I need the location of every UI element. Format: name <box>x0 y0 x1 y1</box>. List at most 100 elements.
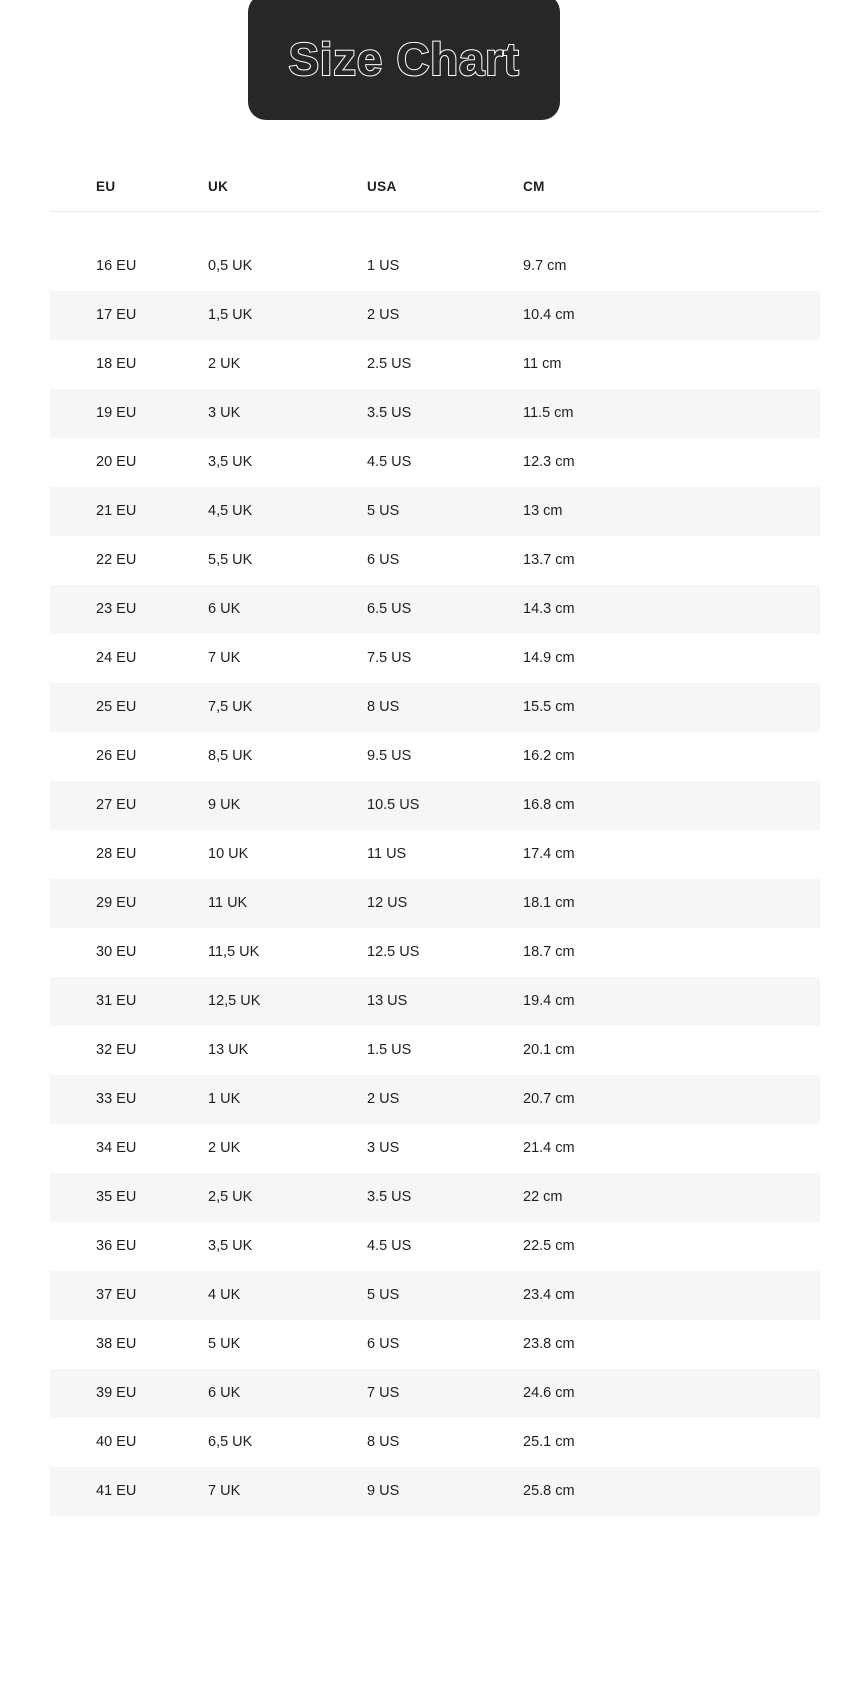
cell-usa: 1 US <box>367 258 400 275</box>
cell-eu: 36 EU <box>96 1238 137 1255</box>
cell-cm: 20.7 cm <box>523 1091 575 1108</box>
column-header-uk: UK <box>208 178 229 194</box>
cell-uk: 0,5 UK <box>208 258 253 275</box>
cell-eu: 19 EU <box>96 405 137 422</box>
table-row: 27 EU 9 UK 10.5 US 16.8 cm <box>50 781 820 830</box>
cell-usa: 8 US <box>367 699 400 716</box>
cell-cm: 9.7 cm <box>523 258 567 275</box>
table-row: 33 EU 1 UK 2 US 20.7 cm <box>50 1075 820 1124</box>
cell-usa: 6.5 US <box>367 601 412 618</box>
cell-eu: 28 EU <box>96 846 137 863</box>
cell-cm: 22 cm <box>523 1189 563 1206</box>
cell-cm: 10.4 cm <box>523 307 575 324</box>
table-row: 16 EU 0,5 UK 1 US 9.7 cm <box>50 242 820 291</box>
cell-uk: 6,5 UK <box>208 1434 253 1451</box>
cell-usa: 11 US <box>367 846 407 863</box>
cell-usa: 6 US <box>367 1336 400 1353</box>
cell-uk: 6 UK <box>208 1385 241 1402</box>
column-header-cm: CM <box>523 178 545 194</box>
cell-uk: 2 UK <box>208 1140 241 1157</box>
cell-cm: 22.5 cm <box>523 1238 575 1255</box>
cell-cm: 11.5 cm <box>523 405 574 422</box>
cell-uk: 13 UK <box>208 1042 249 1059</box>
cell-usa: 2 US <box>367 307 400 324</box>
table-row: 24 EU 7 UK 7.5 US 14.9 cm <box>50 634 820 683</box>
cell-eu: 21 EU <box>96 503 137 520</box>
cell-eu: 40 EU <box>96 1434 137 1451</box>
cell-uk: 2 UK <box>208 356 241 373</box>
cell-uk: 1 UK <box>208 1091 241 1108</box>
cell-usa: 2 US <box>367 1091 400 1108</box>
cell-uk: 5 UK <box>208 1336 241 1353</box>
cell-cm: 16.8 cm <box>523 797 575 814</box>
cell-usa: 3.5 US <box>367 1189 412 1206</box>
table-row: 40 EU 6,5 UK 8 US 25.1 cm <box>50 1418 820 1467</box>
cell-eu: 38 EU <box>96 1336 137 1353</box>
cell-uk: 11,5 UK <box>208 944 260 961</box>
cell-eu: 27 EU <box>96 797 137 814</box>
cell-usa: 13 US <box>367 993 408 1010</box>
table-row: 23 EU 6 UK 6.5 US 14.3 cm <box>50 585 820 634</box>
table-row: 26 EU 8,5 UK 9.5 US 16.2 cm <box>50 732 820 781</box>
cell-cm: 14.3 cm <box>523 601 575 618</box>
cell-eu: 34 EU <box>96 1140 137 1157</box>
cell-eu: 30 EU <box>96 944 137 961</box>
cell-uk: 11 UK <box>208 895 248 912</box>
cell-usa: 7 US <box>367 1385 400 1402</box>
title-banner-box: Size Chart <box>248 0 560 120</box>
cell-uk: 4 UK <box>208 1287 241 1304</box>
table-row: 39 EU 6 UK 7 US 24.6 cm <box>50 1369 820 1418</box>
cell-usa: 9 US <box>367 1483 400 1500</box>
cell-uk: 7 UK <box>208 1483 241 1500</box>
cell-cm: 20.1 cm <box>523 1042 575 1059</box>
cell-eu: 23 EU <box>96 601 137 618</box>
table-row: 41 EU 7 UK 9 US 25.8 cm <box>50 1467 820 1516</box>
cell-cm: 18.1 cm <box>523 895 575 912</box>
cell-uk: 3,5 UK <box>208 1238 253 1255</box>
cell-cm: 25.8 cm <box>523 1483 575 1500</box>
cell-eu: 35 EU <box>96 1189 137 1206</box>
table-header-row: EU UK USA CM <box>50 162 820 212</box>
cell-usa: 9.5 US <box>367 748 412 765</box>
cell-eu: 24 EU <box>96 650 137 667</box>
cell-uk: 1,5 UK <box>208 307 253 324</box>
cell-eu: 16 EU <box>96 258 137 275</box>
cell-uk: 2,5 UK <box>208 1189 253 1206</box>
table-row: 36 EU 3,5 UK 4.5 US 22.5 cm <box>50 1222 820 1271</box>
cell-eu: 39 EU <box>96 1385 137 1402</box>
cell-uk: 6 UK <box>208 601 241 618</box>
cell-eu: 37 EU <box>96 1287 137 1304</box>
cell-usa: 10.5 US <box>367 797 420 814</box>
table-row: 29 EU 11 UK 12 US 18.1 cm <box>50 879 820 928</box>
cell-uk: 4,5 UK <box>208 503 253 520</box>
cell-usa: 8 US <box>367 1434 400 1451</box>
cell-eu: 29 EU <box>96 895 137 912</box>
cell-eu: 20 EU <box>96 454 137 471</box>
cell-cm: 11 cm <box>523 356 562 373</box>
cell-usa: 6 US <box>367 552 400 569</box>
page-title: Size Chart <box>288 33 520 85</box>
cell-uk: 10 UK <box>208 846 249 863</box>
cell-cm: 17.4 cm <box>523 846 575 863</box>
cell-cm: 13 cm <box>523 503 563 520</box>
table-row: 22 EU 5,5 UK 6 US 13.7 cm <box>50 536 820 585</box>
cell-usa: 2.5 US <box>367 356 412 373</box>
cell-cm: 15.5 cm <box>523 699 575 716</box>
cell-usa: 5 US <box>367 1287 400 1304</box>
cell-eu: 22 EU <box>96 552 137 569</box>
table-row: 38 EU 5 UK 6 US 23.8 cm <box>50 1320 820 1369</box>
cell-cm: 25.1 cm <box>523 1434 575 1451</box>
cell-usa: 12 US <box>367 895 408 912</box>
cell-cm: 14.9 cm <box>523 650 575 667</box>
cell-usa: 4.5 US <box>367 1238 412 1255</box>
size-chart-banner: Size Chart <box>248 0 560 120</box>
cell-uk: 5,5 UK <box>208 552 253 569</box>
table-row: 28 EU 10 UK 11 US 17.4 cm <box>50 830 820 879</box>
cell-usa: 5 US <box>367 503 400 520</box>
table-row: 20 EU 3,5 UK 4.5 US 12.3 cm <box>50 438 820 487</box>
cell-usa: 1.5 US <box>367 1042 412 1059</box>
table-body: 16 EU 0,5 UK 1 US 9.7 cm 17 EU 1,5 UK 2 US 10.4… <box>50 242 820 1516</box>
table-row: 18 EU 2 UK 2.5 US 11 cm <box>50 340 820 389</box>
cell-cm: 21.4 cm <box>523 1140 575 1157</box>
cell-uk: 8,5 UK <box>208 748 253 765</box>
